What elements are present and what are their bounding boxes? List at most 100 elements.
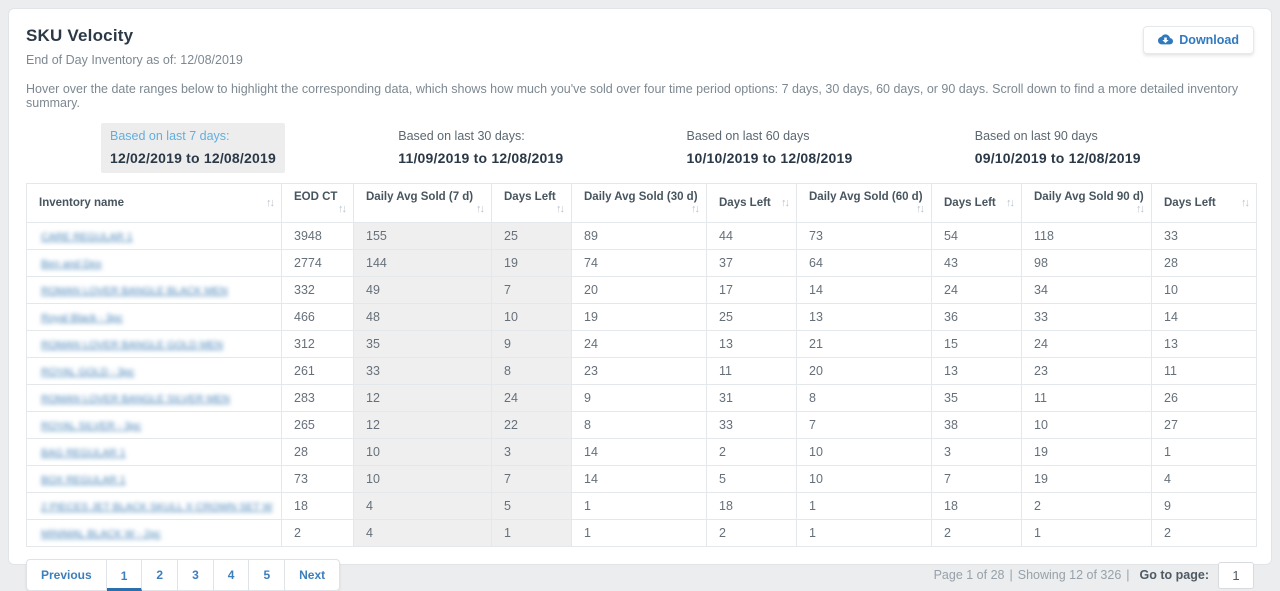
inventory-name-link[interactable]: ROYAL SILVER - 3pc: [41, 420, 142, 432]
column-header-daily-avg-sold-30-d[interactable]: Daily Avg Sold (30 d) ↑↓: [571, 183, 707, 223]
table-cell: 73: [796, 222, 932, 250]
column-header-daily-avg-sold-90-d[interactable]: Daily Avg Sold 90 d) ↑↓: [1021, 183, 1152, 223]
date-range-label: Based on last 60 days: [686, 129, 810, 143]
sort-icon[interactable]: ↑↓: [691, 203, 700, 215]
table-cell: 22: [491, 411, 572, 439]
table-cell: 1: [1151, 438, 1257, 466]
goto-page-label: Go to page:: [1139, 568, 1209, 582]
column-header-days-left[interactable]: Days Left ↑↓: [1151, 183, 1257, 223]
table-cell: 1: [796, 492, 932, 520]
table-cell: 19: [491, 249, 572, 277]
table-cell: 74: [571, 249, 707, 277]
table-cell: 23: [571, 357, 707, 385]
pagination-page-4[interactable]: 4: [213, 559, 250, 591]
inventory-name-cell: ROYAL GOLD - 3pc: [26, 357, 282, 385]
table-cell: 283: [281, 384, 354, 412]
sort-icon[interactable]: ↑↓: [1136, 203, 1145, 215]
inventory-name-link[interactable]: BAG REGULAR 1: [41, 447, 126, 459]
inventory-name-cell: ROMAN LOVER BANGLE GOLD MEN: [26, 330, 282, 358]
sort-icon[interactable]: ↑↓: [476, 203, 485, 215]
sort-icon[interactable]: ↑↓: [556, 203, 565, 215]
table-row: MINIMAL BLACK W - 2pc 2 4 1 1 2 1 2 1 2: [26, 519, 1257, 547]
pagination-page-5[interactable]: 5: [249, 559, 286, 591]
inventory-name-cell: 2 PIECES JET BLACK SKULL X CROWN SET W: [26, 492, 282, 520]
column-header-inventory-name[interactable]: Inventory name ↑↓: [26, 183, 282, 223]
table-cell: 4: [353, 519, 492, 547]
date-range-7-days[interactable]: Based on last 7 days: 12/02/2019 to 12/08…: [101, 123, 389, 173]
inventory-name-link[interactable]: Ben and Dex: [41, 258, 102, 270]
instructions-text: Hover over the date ranges below to high…: [26, 82, 1239, 110]
table-cell: 12: [353, 384, 492, 412]
sort-icon[interactable]: ↑↓: [338, 203, 347, 215]
sort-icon[interactable]: ↑↓: [1241, 197, 1250, 209]
column-header-days-left[interactable]: Days Left ↑↓: [706, 183, 797, 223]
table-cell: 36: [931, 303, 1022, 331]
inventory-name-link[interactable]: Royal Black - 3pc: [41, 312, 123, 324]
table-cell: 25: [491, 222, 572, 250]
table-cell: 14: [1151, 303, 1257, 331]
table-cell: 466: [281, 303, 354, 331]
table-cell: 4: [353, 492, 492, 520]
table-cell: 21: [796, 330, 932, 358]
date-range-dates: 09/10/2019 to 12/08/2019: [974, 150, 1141, 166]
table-cell: 33: [706, 411, 797, 439]
sort-icon[interactable]: ↑↓: [916, 203, 925, 215]
column-header-daily-avg-sold-7-d[interactable]: Daily Avg Sold (7 d) ↑↓: [353, 183, 492, 223]
date-range-inner: Based on last 30 days: 11/09/2019 to 12/0…: [389, 123, 572, 173]
table-cell: 2: [706, 438, 797, 466]
inventory-name-link[interactable]: MINIMAL BLACK W - 2pc: [41, 528, 161, 540]
column-header-days-left[interactable]: Days Left ↑↓: [491, 183, 572, 223]
inventory-name-link[interactable]: ROMAN LOVER BANGLE SILVER MEN: [41, 393, 230, 405]
inventory-name-link[interactable]: ROMAN LOVER BANGLE GOLD MEN: [41, 339, 224, 351]
date-range-label: Based on last 7 days:: [110, 129, 230, 143]
eod-inventory-subtitle: End of Day Inventory as of: 12/08/2019: [26, 53, 243, 67]
pagination-page-2[interactable]: 2: [142, 559, 179, 591]
inventory-name-link[interactable]: ROYAL GOLD - 3pc: [41, 366, 135, 378]
date-range-90-days[interactable]: Based on last 90 days 09/10/2019 to 12/08…: [966, 123, 1254, 173]
column-header-label: Days Left: [504, 191, 556, 203]
table-cell: 18: [706, 492, 797, 520]
table-cell: 28: [281, 438, 354, 466]
summary-separator: |: [1126, 568, 1130, 582]
pagination-page-3[interactable]: 3: [178, 559, 214, 591]
column-header-eod-ct[interactable]: EOD CT ↑↓: [281, 183, 354, 223]
table-cell: 1: [571, 492, 707, 520]
table-cell: 15: [931, 330, 1022, 358]
date-range-strip: Based on last 7 days: 12/02/2019 to 12/08…: [26, 123, 1254, 173]
goto-page-input[interactable]: [1218, 561, 1254, 589]
inventory-name-cell: BOX REGULAR 1: [26, 465, 282, 493]
date-range-60-days[interactable]: Based on last 60 days 10/10/2019 to 12/08…: [678, 123, 966, 173]
inventory-name-link[interactable]: ROMAN LOVER BANGLE BLACK MEN: [41, 285, 228, 297]
inventory-name-link[interactable]: BOX REGULAR 1: [41, 474, 126, 486]
pagination-previous-button[interactable]: Previous: [26, 559, 107, 591]
column-header-daily-avg-sold-60-d[interactable]: Daily Avg Sold (60 d) ↑↓: [796, 183, 932, 223]
table-cell: 54: [931, 222, 1022, 250]
table-cell: 5: [491, 492, 572, 520]
column-header-days-left[interactable]: Days Left ↑↓: [931, 183, 1022, 223]
table-cell: 3: [491, 438, 572, 466]
table-cell: 10: [796, 465, 932, 493]
pagination-next-button[interactable]: Next: [285, 559, 341, 591]
table-cell: 18: [931, 492, 1022, 520]
sku-velocity-table: Inventory name ↑↓ EOD CT ↑↓ Daily Avg Sold (…: [26, 183, 1257, 547]
sort-icon[interactable]: ↑↓: [1006, 197, 1015, 209]
table-cell: 38: [931, 411, 1022, 439]
date-range-dates: 11/09/2019 to 12/08/2019: [398, 150, 564, 166]
table-cell: 2: [1151, 519, 1257, 547]
download-button[interactable]: Download: [1143, 26, 1254, 54]
page-count-summary: Page 1 of 28: [933, 568, 1005, 582]
date-range-30-days[interactable]: Based on last 30 days: 11/09/2019 to 12/0…: [389, 123, 677, 173]
pagination-page-1[interactable]: 1: [106, 559, 143, 591]
inventory-name-link[interactable]: 2 PIECES JET BLACK SKULL X CROWN SET W: [41, 501, 273, 513]
sort-icon[interactable]: ↑↓: [266, 197, 275, 209]
inventory-name-link[interactable]: CARE REGULAR 1: [41, 231, 133, 243]
table-header-row: Inventory name ↑↓ EOD CT ↑↓ Daily Avg Sold (…: [26, 183, 1257, 223]
table-cell: 24: [491, 384, 572, 412]
table-cell: 26: [1151, 384, 1257, 412]
sort-icon[interactable]: ↑↓: [781, 197, 790, 209]
date-range-dates: 10/10/2019 to 12/08/2019: [686, 150, 853, 166]
table-cell: 4: [1151, 465, 1257, 493]
inventory-name-cell: Royal Black - 3pc: [26, 303, 282, 331]
table-cell: 2: [706, 519, 797, 547]
table-cell: 13: [706, 330, 797, 358]
